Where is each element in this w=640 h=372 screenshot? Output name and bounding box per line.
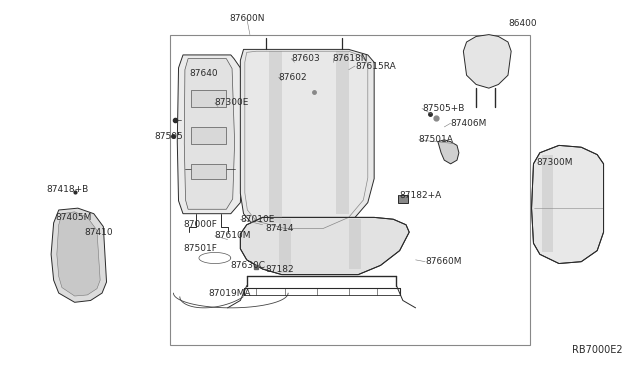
Polygon shape — [278, 219, 291, 273]
Text: 87300M: 87300M — [537, 157, 573, 167]
Text: 87610M: 87610M — [215, 231, 252, 240]
Text: 87418+B: 87418+B — [46, 185, 88, 194]
Text: 87405M: 87405M — [56, 213, 92, 222]
Polygon shape — [177, 55, 244, 214]
Text: 87406M: 87406M — [451, 119, 487, 128]
Polygon shape — [241, 217, 409, 275]
Polygon shape — [241, 49, 374, 232]
Text: 87010E: 87010E — [241, 215, 275, 224]
Text: 86400: 86400 — [508, 19, 536, 28]
Text: 87505: 87505 — [154, 132, 183, 141]
Bar — [170, 35, 531, 345]
Text: 87630C: 87630C — [231, 261, 266, 270]
Text: 87182: 87182 — [266, 264, 294, 273]
Polygon shape — [541, 155, 552, 253]
Text: 87414: 87414 — [266, 224, 294, 233]
Polygon shape — [336, 51, 349, 214]
Polygon shape — [438, 140, 459, 164]
Text: 87000F: 87000F — [183, 220, 217, 229]
Text: 87410: 87410 — [84, 228, 113, 237]
Text: 87300E: 87300E — [215, 99, 249, 108]
Text: 87501F: 87501F — [183, 244, 217, 253]
Text: 87618N: 87618N — [333, 54, 368, 63]
Bar — [191, 164, 227, 179]
Polygon shape — [463, 35, 511, 88]
Text: 87602: 87602 — [278, 73, 307, 81]
Polygon shape — [269, 51, 282, 223]
Bar — [191, 127, 227, 144]
Text: RB7000E2: RB7000E2 — [572, 345, 623, 355]
Polygon shape — [532, 145, 604, 263]
Text: 87505+B: 87505+B — [422, 104, 465, 113]
Polygon shape — [57, 212, 100, 296]
Polygon shape — [397, 195, 408, 203]
Text: 87615RA: 87615RA — [355, 61, 396, 71]
Polygon shape — [184, 59, 235, 209]
Text: 87501A: 87501A — [419, 135, 454, 144]
Polygon shape — [51, 208, 106, 302]
Text: 87019MA: 87019MA — [209, 289, 251, 298]
Text: 87182+A: 87182+A — [399, 191, 442, 200]
Text: 87660M: 87660M — [425, 257, 461, 266]
Polygon shape — [349, 219, 362, 269]
Text: 87603: 87603 — [291, 54, 320, 63]
Text: 87600N: 87600N — [229, 13, 264, 22]
Bar — [191, 90, 227, 107]
Text: 87640: 87640 — [189, 69, 218, 78]
